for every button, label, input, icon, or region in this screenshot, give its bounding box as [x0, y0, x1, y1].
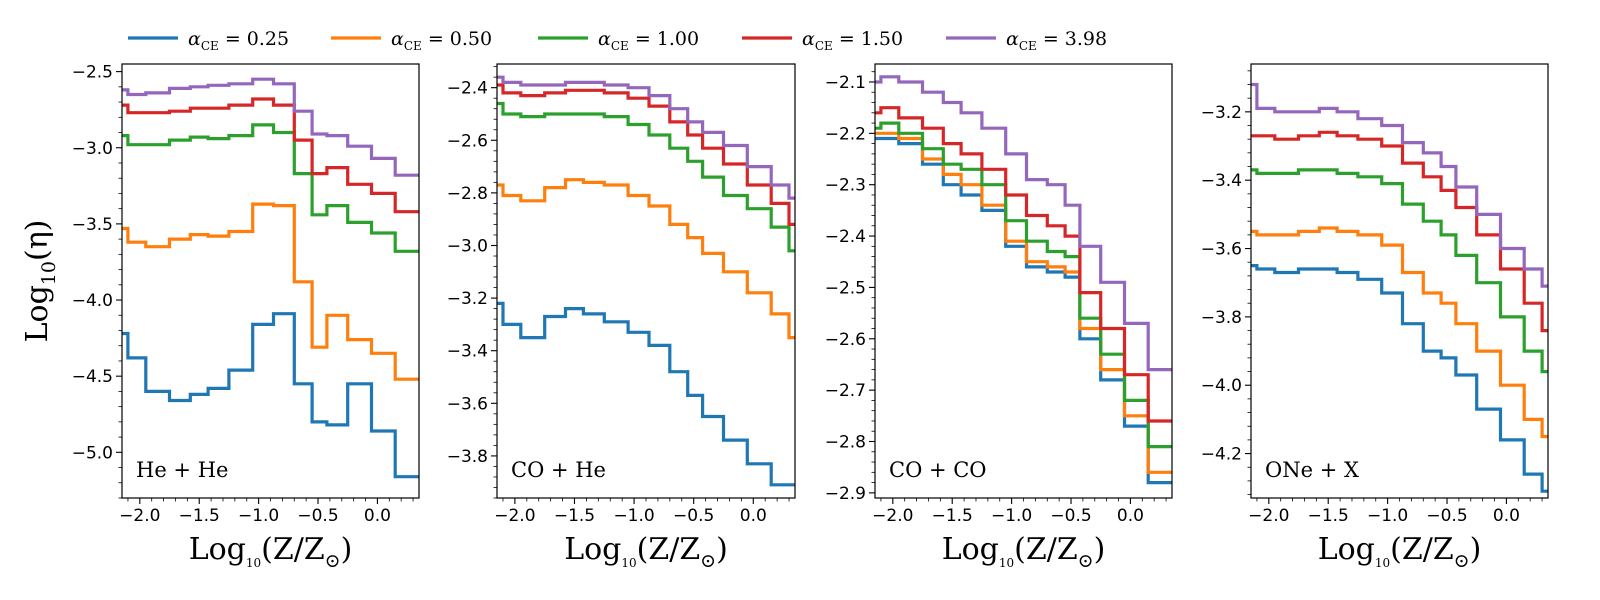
y-tick-label: −2.3 — [825, 176, 866, 196]
panel-label: ONe + X — [1265, 458, 1359, 482]
x-tick-label: −1.0 — [613, 506, 654, 526]
series-line-2-2 — [497, 178, 795, 340]
y-tick-label: −2.4 — [825, 227, 866, 247]
y-tick-label: −3.2 — [447, 289, 488, 309]
axes-frame — [874, 63, 1173, 499]
series-line-3-4 — [875, 106, 1172, 423]
series-line-4-5 — [1251, 82, 1548, 288]
series-line-1-4 — [122, 97, 419, 214]
axes-frame — [496, 63, 796, 499]
x-axis-label: Log10(Z/Z⊙) — [942, 532, 1106, 572]
panel-label: CO + CO — [889, 458, 987, 482]
series-line-4-3 — [1251, 168, 1548, 374]
y-tick-label: −2.8 — [825, 433, 866, 453]
x-tick-label: −1.0 — [238, 506, 279, 526]
series-line-3-1 — [875, 136, 1172, 485]
series-line-3-2 — [875, 131, 1172, 474]
series-line-4-1 — [1251, 264, 1548, 493]
series-line-1-5 — [122, 77, 419, 177]
x-tick-label: −2.0 — [1248, 506, 1289, 526]
y-tick-label: −3.0 — [447, 236, 488, 256]
y-tick-label: −2.6 — [825, 330, 866, 350]
x-tick-label: −1.5 — [932, 506, 973, 526]
legend: αCE = 0.25 αCE = 0.50 αCE = 1.00 αCE = 1.50… — [128, 28, 1107, 53]
series-line-1-2 — [122, 202, 419, 381]
legend-label: αCE = 0.25 — [188, 28, 289, 53]
y-tick-label: −3.2 — [1201, 103, 1242, 123]
legend-label: αCE = 1.00 — [598, 28, 699, 53]
legend-label: αCE = 1.50 — [802, 28, 903, 53]
panels: −2.0 −1.5 −1.0 −0.5 0.0−5.0−4.5−4.0−3.5−3.0−… — [72, 63, 1549, 572]
axes-frame — [1250, 63, 1549, 499]
y-tick-label: −2.4 — [447, 79, 488, 99]
x-tick-label: −1.0 — [991, 506, 1032, 526]
panel-3: −2.0 −1.5 −1.0 −0.5 0.0 −2.9 −2.8 −2.7 −2.6 −2.5 −… — [825, 63, 1173, 572]
x-tick-label: −0.5 — [673, 506, 714, 526]
series-line-3-5 — [875, 75, 1172, 372]
x-tick-label: −0.5 — [297, 506, 338, 526]
x-tick-label: 0.0 — [364, 506, 391, 526]
y-tick-label: −2.9 — [825, 484, 866, 504]
x-axis-label: Log10(Z/Z⊙) — [189, 532, 353, 572]
series-line-4-2 — [1251, 226, 1548, 439]
y-tick-label: −2.5 — [72, 63, 113, 83]
legend-label: αCE = 0.50 — [391, 28, 492, 53]
y-tick-label: −2.2 — [825, 124, 866, 144]
x-tick-label: 0.0 — [1117, 506, 1144, 526]
x-axis-label: Log10(Z/Z⊙) — [564, 532, 728, 572]
y-tick-label: −3.6 — [1201, 240, 1242, 260]
y-tick-label: −2.7 — [825, 381, 866, 401]
y-tick-label: −3.4 — [1201, 171, 1242, 191]
legend-item: αCE = 1.50 — [742, 28, 903, 53]
panel-label: He + He — [136, 458, 228, 482]
series-line-2-5 — [497, 75, 795, 200]
x-tick-label: −1.0 — [1367, 506, 1408, 526]
x-tick-label: 0.0 — [1493, 506, 1520, 526]
legend-item: αCE = 0.50 — [331, 28, 492, 53]
x-tick-label: −2.0 — [872, 506, 913, 526]
series-line-4-4 — [1251, 130, 1548, 333]
y-tick-label: −2.6 — [447, 131, 488, 151]
y-tick-label: −3.4 — [447, 342, 488, 362]
panel-2: −2.0 −1.5 −1.0 −0.5 0.0 −3.8 −3.6 −3.4 −3.2 −3.0 −… — [447, 63, 796, 572]
panel-4: −2.0 −1.5 −1.0 −0.5 0.0 −4.2 −4.0 −3.8 −3.6 −3.4 −… — [1201, 63, 1549, 572]
x-tick-label: −0.5 — [1426, 506, 1467, 526]
x-tick-label: −1.5 — [179, 506, 220, 526]
y-tick-label: −2.1 — [825, 73, 866, 93]
legend-label: αCE = 3.98 — [1006, 28, 1107, 53]
x-tick-label: −1.5 — [1308, 506, 1349, 526]
x-tick-label: −0.5 — [1050, 506, 1091, 526]
y-tick-label: −3.6 — [447, 394, 488, 414]
series-line-1-1 — [122, 312, 419, 479]
panel-label: CO + He — [511, 458, 606, 482]
legend-item: αCE = 0.25 — [128, 28, 289, 53]
legend-item: αCE = 1.00 — [538, 28, 699, 53]
x-tick-label: −2.0 — [119, 506, 160, 526]
y-tick-label: −3.0 — [72, 139, 113, 159]
y-tick-label: −2.5 — [825, 278, 866, 298]
x-axis-label: Log10(Z/Z⊙) — [1318, 532, 1482, 572]
series-line-3-3 — [875, 121, 1172, 449]
y-tick-label: −3.5 — [72, 215, 113, 235]
y-tick-label: −4.2 — [1201, 445, 1242, 465]
y-tick-label: −3.8 — [1201, 308, 1242, 328]
x-tick-label: 0.0 — [740, 506, 767, 526]
y-tick-label: −4.0 — [72, 291, 113, 311]
y-tick-label: −3.8 — [447, 447, 488, 467]
y-axis-label: Log10(η) — [20, 220, 60, 343]
y-tick-label: −5.0 — [72, 443, 113, 463]
series-line-2-4 — [497, 83, 795, 226]
x-tick-label: −1.5 — [554, 506, 595, 526]
axes-frame — [121, 63, 420, 499]
series-line-2-3 — [497, 101, 795, 253]
x-tick-label: −2.0 — [494, 506, 535, 526]
y-tick-label: −4.0 — [1201, 376, 1242, 396]
y-tick-label: −4.5 — [72, 367, 113, 387]
series-line-1-3 — [122, 123, 419, 253]
y-tick-label: −2.8 — [447, 184, 488, 204]
legend-item: αCE = 3.98 — [946, 28, 1107, 53]
panel-1: −2.0 −1.5 −1.0 −0.5 0.0 −5.0 −4.5 −4.0 −3.5 −3.0 −… — [72, 63, 420, 572]
series-line-2-1 — [497, 301, 795, 487]
